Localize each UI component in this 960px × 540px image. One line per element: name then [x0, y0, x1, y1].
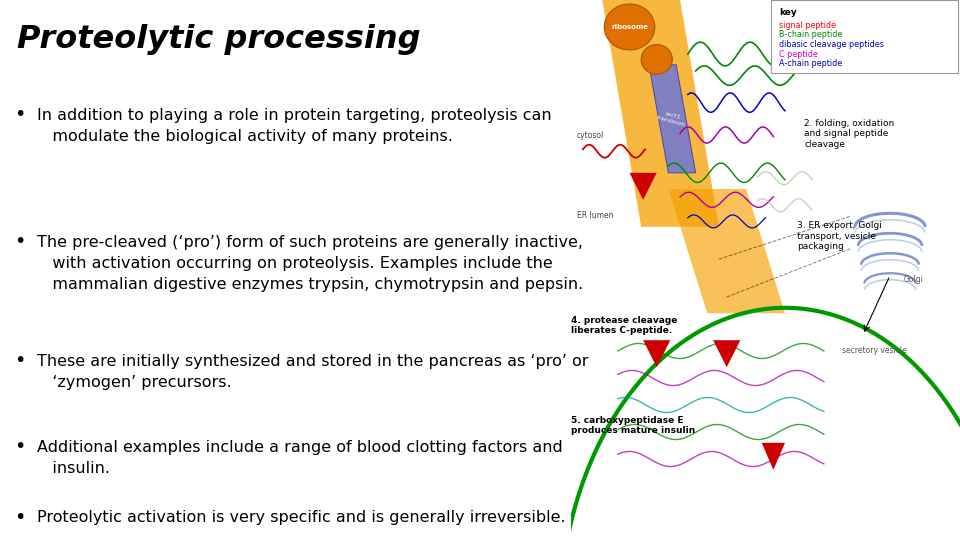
Polygon shape	[761, 443, 785, 470]
Text: ribosome: ribosome	[611, 24, 648, 30]
Polygon shape	[643, 340, 670, 367]
Polygon shape	[649, 65, 696, 173]
Text: 1. translation
and translocation: 1. translation and translocation	[804, 24, 884, 44]
Text: ER lumen: ER lumen	[577, 212, 613, 220]
Text: •: •	[14, 105, 26, 124]
Polygon shape	[630, 173, 657, 200]
Ellipse shape	[641, 44, 672, 74]
Text: A-chain peptide: A-chain peptide	[780, 59, 843, 69]
Text: C peptide: C peptide	[780, 50, 818, 59]
Text: •: •	[14, 232, 26, 251]
Text: These are initially synthesized and stored in the pancreas as ‘pro’ or
   ‘zymog: These are initially synthesized and stor…	[37, 354, 588, 390]
Text: secretory vesicle: secretory vesicle	[842, 346, 907, 355]
Text: secY1
translocon: secY1 translocon	[657, 110, 687, 128]
Text: Additional examples include a range of blood clotting factors and
   insulin.: Additional examples include a range of b…	[37, 440, 564, 476]
Text: 2. folding, oxidation
and signal peptide
cleavage: 2. folding, oxidation and signal peptide…	[804, 119, 895, 148]
Text: signal peptide: signal peptide	[780, 21, 836, 30]
Text: 3. ER export, Golgi
transport, vesicle
packaging: 3. ER export, Golgi transport, vesicle p…	[797, 221, 881, 251]
Text: dibasic cleavage peptides: dibasic cleavage peptides	[780, 40, 884, 49]
Text: In addition to playing a role in protein targeting, proteolysis can
   modulate : In addition to playing a role in protein…	[37, 108, 552, 144]
Text: •: •	[14, 437, 26, 456]
Polygon shape	[713, 340, 740, 367]
FancyBboxPatch shape	[772, 0, 958, 73]
Polygon shape	[602, 0, 719, 227]
Text: B-chain peptide: B-chain peptide	[780, 30, 843, 39]
Text: 4. protease cleavage
liberates C-peptide.: 4. protease cleavage liberates C-peptide…	[571, 316, 678, 335]
Polygon shape	[668, 189, 785, 313]
Text: Proteolytic activation is very specific and is generally irreversible.: Proteolytic activation is very specific …	[37, 510, 566, 525]
Text: The pre-cleaved (‘pro’) form of such proteins are generally inactive,
   with ac: The pre-cleaved (‘pro’) form of such pro…	[37, 235, 584, 292]
Text: cytosol: cytosol	[577, 131, 604, 139]
Text: •: •	[14, 508, 26, 526]
Text: 5. carboxypeptidase E
produces mature insulin: 5. carboxypeptidase E produces mature in…	[571, 416, 695, 435]
Text: Golgi: Golgi	[903, 275, 924, 285]
Text: key: key	[780, 8, 797, 17]
Ellipse shape	[604, 4, 655, 50]
Text: Proteolytic processing: Proteolytic processing	[17, 24, 420, 55]
Text: •: •	[14, 351, 26, 370]
